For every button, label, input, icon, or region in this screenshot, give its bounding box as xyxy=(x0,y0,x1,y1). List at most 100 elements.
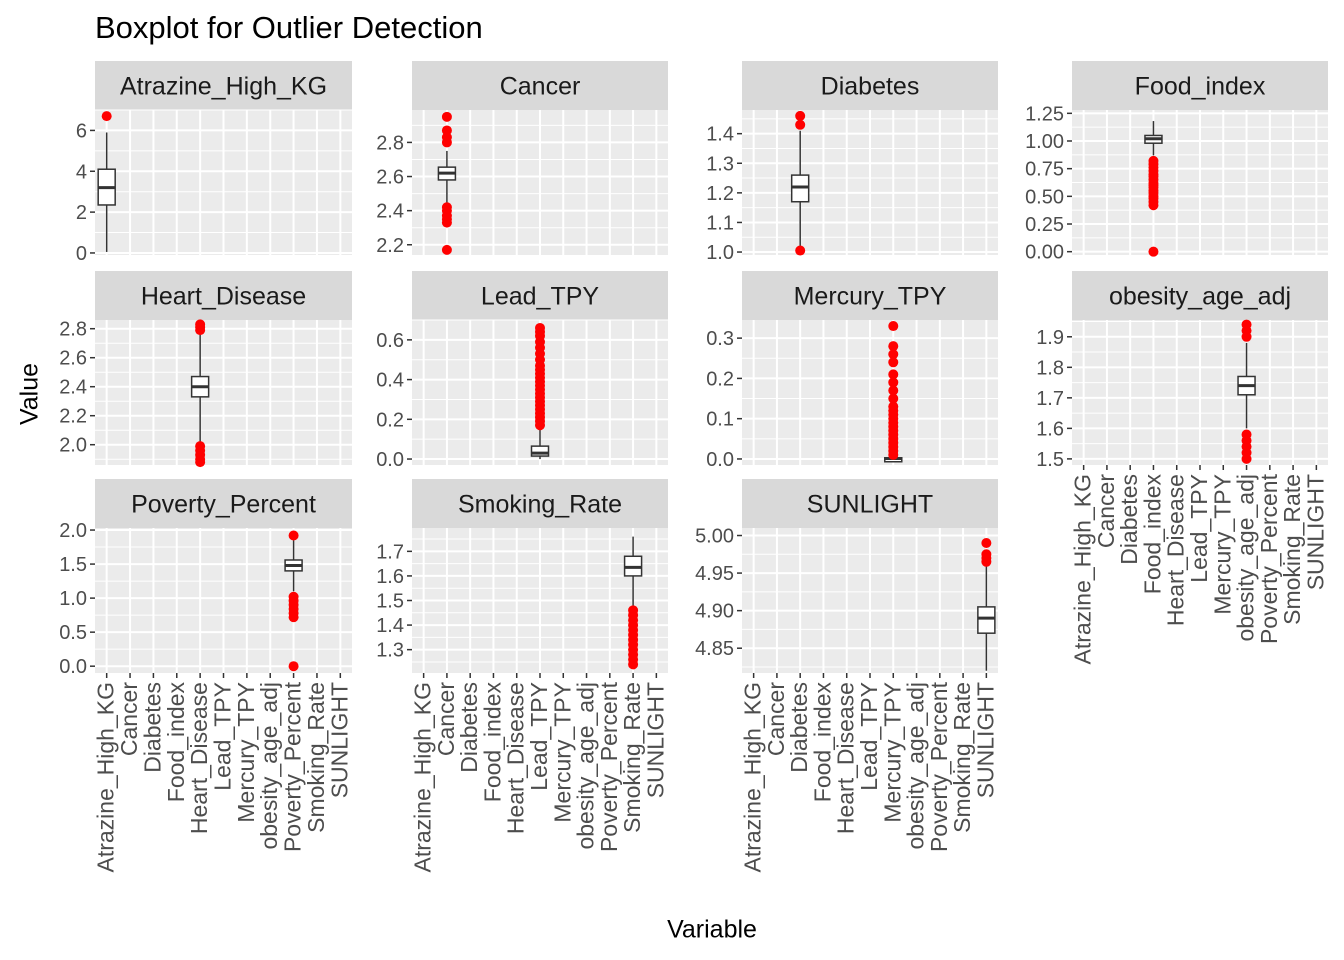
x-tick-label: Poverty_Percent xyxy=(1256,473,1282,644)
outlier-point xyxy=(1148,155,1159,166)
outlier-point xyxy=(101,111,112,122)
x-tick-label: Lead_TPY xyxy=(210,682,236,791)
x-tick-label: SUNLIGHT xyxy=(326,682,352,798)
outlier-point xyxy=(1241,429,1252,440)
outlier-point xyxy=(195,441,206,452)
x-tick-label: Mercury_TPY xyxy=(1209,474,1235,615)
facet-panel: Poverty_Percent 0.0 0.5 1.0 1.5 2.0 Atrazine_H… xyxy=(59,479,352,873)
y-tick-label: 0 xyxy=(76,243,87,265)
facet-strip xyxy=(95,271,352,320)
outlier-point xyxy=(441,111,452,122)
y-tick-label: 1.25 xyxy=(1025,103,1064,125)
facet-strip xyxy=(95,479,352,528)
facet-panel: Cancer 2.2 2.4 2.6 2.8 xyxy=(376,61,668,257)
y-tick-label: 2.4 xyxy=(59,377,87,399)
facet-panel: Food_index 0.00 0.25 0.50 0.75 1.00 1.25 xyxy=(1025,61,1328,264)
x-tick-label: obesity_age_adj xyxy=(256,682,282,850)
y-tick-label: 1.5 xyxy=(1036,449,1064,471)
x-tick-label: Mercury_TPY xyxy=(233,682,259,823)
x-tick-label: SUNLIGHT xyxy=(1302,474,1328,590)
y-tick-label: 0.3 xyxy=(706,328,734,350)
y-tick-label: 2.2 xyxy=(59,406,87,428)
outlier-point xyxy=(1241,319,1252,330)
facet-strip-label: Atrazine_High_KG xyxy=(120,73,327,101)
facet-panel: obesity_age_adj 1.5 1.6 1.7 1.8 1.9 Atrazine_H… xyxy=(1036,271,1328,665)
x-tick-label: Smoking_Rate xyxy=(303,682,329,833)
y-tick-label: 0.50 xyxy=(1025,186,1064,208)
outlier-point xyxy=(981,549,992,560)
facet-strip-label: obesity_age_adj xyxy=(1109,283,1291,311)
outlier-point xyxy=(441,202,452,213)
box xyxy=(977,606,996,634)
outlier-point xyxy=(795,110,806,121)
y-tick-label: 1.0 xyxy=(706,242,734,264)
facet-strip-label: Cancer xyxy=(500,73,581,101)
y-tick-label: 2.4 xyxy=(376,201,404,223)
facet-strip xyxy=(742,271,998,320)
facet-strip-label: Diabetes xyxy=(821,73,920,101)
x-tick-label: Diabetes xyxy=(139,682,165,773)
y-tick-label: 1.9 xyxy=(1036,327,1064,349)
y-tick-label: 1.8 xyxy=(1036,357,1064,379)
x-tick-label: Atrazine_High_KG xyxy=(410,682,436,873)
x-tick-label: Smoking_Rate xyxy=(949,682,975,833)
y-tick-label: 1.2 xyxy=(706,183,734,205)
y-tick-label: 1.7 xyxy=(1036,388,1064,410)
y-tick-label: 1.6 xyxy=(376,566,404,588)
facet-strip xyxy=(412,271,668,320)
facet-strip-label: Smoking_Rate xyxy=(458,491,622,519)
x-tick-label: Diabetes xyxy=(456,682,482,773)
y-tick-label: 1.1 xyxy=(706,212,734,234)
y-tick-label: 1.3 xyxy=(706,153,734,175)
y-tick-label: 2.6 xyxy=(59,348,87,370)
y-tick-label: 5.00 xyxy=(695,526,734,548)
outlier-point xyxy=(288,661,299,672)
outlier-point xyxy=(441,244,452,255)
outlier-point xyxy=(795,245,806,256)
facet-strip-label: Food_index xyxy=(1135,73,1266,101)
x-tick-label: Poverty_Percent xyxy=(596,681,622,852)
facet-panel: Mercury_TPY 0.0 0.1 0.2 0.3 xyxy=(706,271,998,471)
box xyxy=(530,445,550,457)
outlier-point xyxy=(888,393,899,404)
y-tick-label: 1.5 xyxy=(376,591,404,613)
x-tick-label: SUNLIGHT xyxy=(972,682,998,798)
y-tick-label: 4.90 xyxy=(695,601,734,623)
outlier-point xyxy=(195,319,206,330)
y-tick-label: 2.8 xyxy=(376,132,404,154)
facet-strip xyxy=(1072,61,1328,110)
x-tick-label: Food_index xyxy=(1139,474,1165,595)
x-tick-label: Heart_Disease xyxy=(503,682,529,834)
facet-strip-label: Mercury_TPY xyxy=(794,283,947,311)
y-tick-label: 2.0 xyxy=(59,520,87,542)
outlier-point xyxy=(628,605,639,616)
x-axis-label: Variable xyxy=(667,915,757,944)
y-tick-label: 2.2 xyxy=(376,235,404,257)
x-tick-label: obesity_age_adj xyxy=(1233,474,1259,642)
outlier-point xyxy=(888,377,899,388)
x-tick-label: Poverty_Percent xyxy=(280,681,306,852)
outlier-point xyxy=(888,357,899,368)
x-tick-label: Food_index xyxy=(479,682,505,803)
y-tick-label: 0.2 xyxy=(376,409,404,431)
chart-title: Boxplot for Outlier Detection xyxy=(95,10,483,45)
y-tick-label: 2.0 xyxy=(59,435,87,457)
x-tick-label: Atrazine_High_KG xyxy=(740,682,766,873)
x-tick-label: Lead_TPY xyxy=(526,682,552,791)
x-tick-label: Atrazine_High_KG xyxy=(93,682,119,873)
y-tick-label: 1.6 xyxy=(1036,418,1064,440)
outlier-point xyxy=(888,369,899,380)
x-tick-label: Cancer xyxy=(433,682,459,756)
y-tick-label: 1.3 xyxy=(376,640,404,662)
y-tick-label: 4.85 xyxy=(695,638,734,660)
facet-strip-label: Poverty_Percent xyxy=(131,491,316,519)
x-tick-label: Diabetes xyxy=(1116,474,1142,565)
x-tick-label: Heart_Disease xyxy=(186,682,212,834)
y-tick-label: 1.00 xyxy=(1025,131,1064,153)
outlier-point xyxy=(535,322,545,333)
facet-panel: Diabetes 1.0 1.1 1.2 1.3 1.4 xyxy=(706,61,998,264)
facet-strip xyxy=(1072,271,1328,320)
x-tick-label: Heart_Disease xyxy=(1163,474,1189,626)
y-tick-label: 1.7 xyxy=(376,541,404,563)
